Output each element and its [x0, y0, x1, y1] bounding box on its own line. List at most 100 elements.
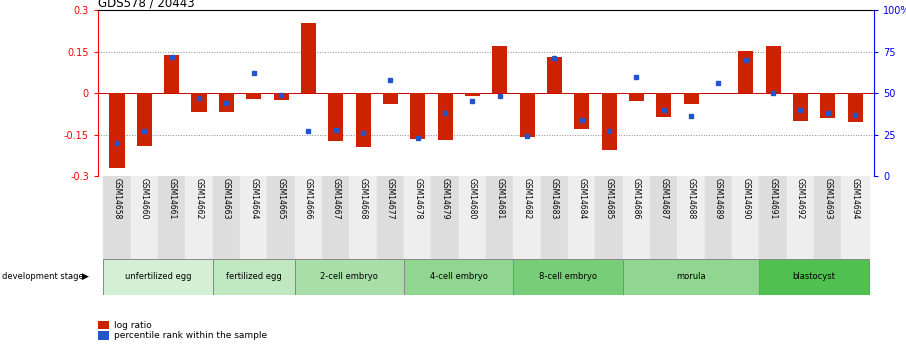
Bar: [294, 259, 404, 295]
Bar: [629, 93, 644, 101]
Text: unfertilized egg: unfertilized egg: [125, 272, 191, 282]
Text: GSM14690: GSM14690: [741, 178, 750, 220]
Bar: [458, 176, 486, 259]
Bar: [103, 176, 130, 259]
Bar: [678, 176, 705, 259]
Bar: [213, 176, 240, 259]
Bar: [294, 176, 322, 259]
Bar: [759, 259, 869, 295]
Text: GSM14685: GSM14685: [604, 178, 613, 220]
Text: GSM14677: GSM14677: [386, 178, 395, 220]
Bar: [842, 176, 869, 259]
Text: GSM14693: GSM14693: [824, 178, 833, 220]
Bar: [465, 93, 480, 96]
Text: GSM14661: GSM14661: [168, 178, 176, 220]
Text: morula: morula: [676, 272, 706, 282]
Bar: [410, 93, 425, 139]
Text: log ratio: log ratio: [114, 321, 152, 330]
Bar: [246, 93, 261, 99]
Bar: [541, 176, 568, 259]
Bar: [492, 46, 507, 93]
Bar: [404, 259, 514, 295]
Text: GSM14681: GSM14681: [496, 178, 505, 220]
Bar: [377, 176, 404, 259]
Text: GSM14666: GSM14666: [304, 178, 313, 220]
Text: GSM14660: GSM14660: [140, 178, 149, 220]
Bar: [301, 23, 316, 93]
Text: GSM14694: GSM14694: [851, 178, 860, 220]
Bar: [431, 176, 458, 259]
Text: GSM14688: GSM14688: [687, 178, 696, 220]
Bar: [267, 176, 294, 259]
Text: GSM14682: GSM14682: [523, 178, 532, 220]
Bar: [814, 176, 842, 259]
Text: GSM14663: GSM14663: [222, 178, 231, 220]
Bar: [514, 176, 541, 259]
Bar: [705, 176, 732, 259]
Bar: [328, 93, 343, 141]
Bar: [759, 176, 786, 259]
Text: GSM14680: GSM14680: [467, 178, 477, 220]
Bar: [656, 93, 671, 117]
Bar: [213, 259, 294, 295]
Bar: [766, 46, 781, 93]
Bar: [103, 259, 213, 295]
Bar: [574, 93, 589, 129]
Text: development stage: development stage: [2, 272, 83, 282]
Text: GSM14667: GSM14667: [332, 178, 340, 220]
Text: GSM14687: GSM14687: [660, 178, 669, 220]
Bar: [355, 93, 371, 147]
Bar: [684, 93, 699, 104]
Text: 8-cell embryo: 8-cell embryo: [539, 272, 597, 282]
Bar: [438, 93, 453, 140]
Bar: [130, 176, 158, 259]
Text: GSM14683: GSM14683: [550, 178, 559, 220]
Text: GSM14668: GSM14668: [359, 178, 368, 220]
Text: GSM14684: GSM14684: [577, 178, 586, 220]
Bar: [274, 93, 288, 100]
Bar: [514, 259, 622, 295]
Bar: [191, 93, 207, 112]
Text: GSM14686: GSM14686: [632, 178, 641, 220]
Bar: [110, 93, 124, 168]
Bar: [240, 176, 267, 259]
Text: GSM14662: GSM14662: [195, 178, 204, 220]
Text: GSM14665: GSM14665: [276, 178, 285, 220]
Text: GSM14678: GSM14678: [413, 178, 422, 220]
Text: GSM14691: GSM14691: [768, 178, 777, 220]
Text: blastocyst: blastocyst: [793, 272, 835, 282]
Bar: [793, 93, 808, 121]
Bar: [547, 57, 562, 93]
Text: percentile rank within the sample: percentile rank within the sample: [114, 331, 267, 340]
Bar: [622, 259, 759, 295]
Bar: [519, 93, 535, 137]
Bar: [622, 176, 651, 259]
Bar: [186, 176, 213, 259]
Text: GDS578 / 20443: GDS578 / 20443: [98, 0, 195, 9]
Bar: [595, 176, 622, 259]
Bar: [786, 176, 814, 259]
Bar: [219, 93, 234, 112]
Bar: [404, 176, 431, 259]
Bar: [383, 93, 398, 104]
Text: 2-cell embryo: 2-cell embryo: [321, 272, 379, 282]
Text: GSM14689: GSM14689: [714, 178, 723, 220]
Bar: [137, 93, 152, 146]
Text: GSM14658: GSM14658: [112, 178, 121, 220]
Bar: [738, 51, 753, 93]
Bar: [568, 176, 595, 259]
Bar: [350, 176, 377, 259]
Bar: [820, 93, 835, 118]
Bar: [487, 176, 514, 259]
Text: ▶: ▶: [82, 272, 89, 282]
Text: GSM14664: GSM14664: [249, 178, 258, 220]
Bar: [602, 93, 617, 150]
Text: GSM14692: GSM14692: [796, 178, 805, 220]
Bar: [732, 176, 759, 259]
Bar: [848, 93, 863, 122]
Bar: [158, 176, 186, 259]
Bar: [651, 176, 678, 259]
Bar: [164, 55, 179, 93]
Text: fertilized egg: fertilized egg: [226, 272, 282, 282]
Text: GSM14679: GSM14679: [440, 178, 449, 220]
